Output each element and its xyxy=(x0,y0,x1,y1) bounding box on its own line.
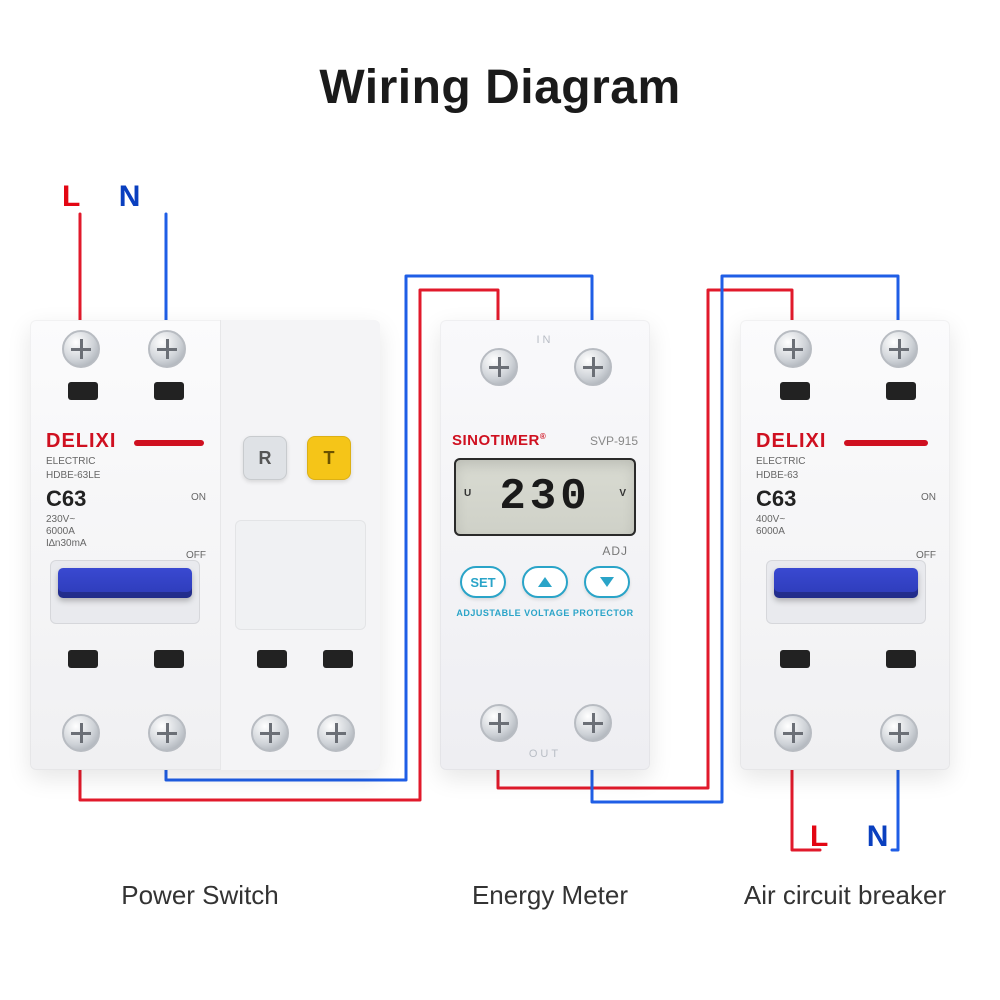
screw-terminal xyxy=(148,330,186,368)
triangle-down-icon xyxy=(600,577,614,587)
breaker-toggle[interactable] xyxy=(50,560,200,624)
subbrand-label: ELECTRIC xyxy=(756,456,805,469)
button-row: SET xyxy=(440,566,650,598)
toggle-on-label: ON xyxy=(191,492,206,505)
rating-label: C63 xyxy=(756,486,796,512)
model-label: SVP-915 xyxy=(590,434,638,448)
lcd-unit-left: U xyxy=(464,488,471,499)
device-power-switch: DELIXI ELECTRIC HDBE-63LE C63 230V~ 6000… xyxy=(30,320,380,770)
spec-line: I∆n30mA xyxy=(46,538,87,551)
breaker-toggle[interactable] xyxy=(766,560,926,624)
screw-terminal xyxy=(880,330,918,368)
model-line: HDBE-63 xyxy=(756,470,798,483)
toggle-on-label: ON xyxy=(921,492,936,505)
brand-label: DELIXI xyxy=(756,430,826,453)
indicator-slot xyxy=(780,382,810,400)
indicator-slot xyxy=(323,650,353,668)
input-labels-LN: L N xyxy=(62,180,140,214)
in-label: IN xyxy=(440,334,650,346)
caption-air-breaker: Air circuit breaker xyxy=(730,880,960,911)
reset-button[interactable]: R xyxy=(243,436,287,480)
indicator-slot xyxy=(68,382,98,400)
adj-label: ADJ xyxy=(602,544,628,558)
screw-terminal xyxy=(774,714,812,752)
screw-terminal xyxy=(62,330,100,368)
indicator-slot xyxy=(154,650,184,668)
screw-terminal xyxy=(251,714,289,752)
screw-terminal xyxy=(317,714,355,752)
label-N-bottom: N xyxy=(867,820,889,853)
screw-terminal xyxy=(774,330,812,368)
caption-energy-meter: Energy Meter xyxy=(450,880,650,911)
rating-label: C63 xyxy=(46,486,86,512)
up-button[interactable] xyxy=(522,566,568,598)
brand-label: SINOTIMER® xyxy=(452,432,546,449)
indicator-slot xyxy=(154,382,184,400)
lcd-display: U 230 V xyxy=(454,458,636,536)
brand-label: DELIXI xyxy=(46,430,116,453)
device-air-breaker: DELIXI ELECTRIC HDBE-63 C63 400V~ 6000A … xyxy=(740,320,950,770)
indicator-slot xyxy=(886,650,916,668)
screw-terminal xyxy=(148,714,186,752)
spec-line: 6000A xyxy=(756,526,785,539)
screw-terminal xyxy=(62,714,100,752)
triangle-up-icon xyxy=(538,577,552,587)
device-energy-meter: IN SINOTIMER® SVP-915 U 230 V ADJ SET AD… xyxy=(440,320,650,770)
spec-line: 400V~ xyxy=(756,514,785,527)
caption-power-switch: Power Switch xyxy=(100,880,300,911)
lcd-unit-right: V xyxy=(619,488,626,499)
output-labels-LN: L N xyxy=(810,820,888,854)
label-N-top: N xyxy=(119,180,141,213)
spec-line: 6000A xyxy=(46,526,75,539)
out-label: OUT xyxy=(440,748,650,760)
label-L-bottom: L xyxy=(810,820,828,853)
indicator-slot xyxy=(257,650,287,668)
footer-label: ADJUSTABLE VOLTAGE PROTECTOR xyxy=(440,608,650,618)
rcd-body-panel xyxy=(235,520,366,630)
brand-accent-line xyxy=(134,440,204,446)
screw-terminal xyxy=(480,704,518,742)
screw-terminal xyxy=(574,704,612,742)
label-L-top: L xyxy=(62,180,80,213)
lcd-value: 230 xyxy=(499,472,590,522)
indicator-slot xyxy=(886,382,916,400)
page-title: Wiring Diagram xyxy=(0,60,1000,115)
screw-terminal xyxy=(880,714,918,752)
down-button[interactable] xyxy=(584,566,630,598)
screw-terminal xyxy=(480,348,518,386)
indicator-slot xyxy=(780,650,810,668)
test-button[interactable]: T xyxy=(307,436,351,480)
brand-accent-line xyxy=(844,440,928,446)
spec-line: 230V~ xyxy=(46,514,75,527)
set-button[interactable]: SET xyxy=(460,566,506,598)
indicator-slot xyxy=(68,650,98,668)
model-line: HDBE-63LE xyxy=(46,470,100,483)
subbrand-label: ELECTRIC xyxy=(46,456,95,469)
screw-terminal xyxy=(574,348,612,386)
brand-row: SINOTIMER® SVP-915 xyxy=(452,432,638,449)
